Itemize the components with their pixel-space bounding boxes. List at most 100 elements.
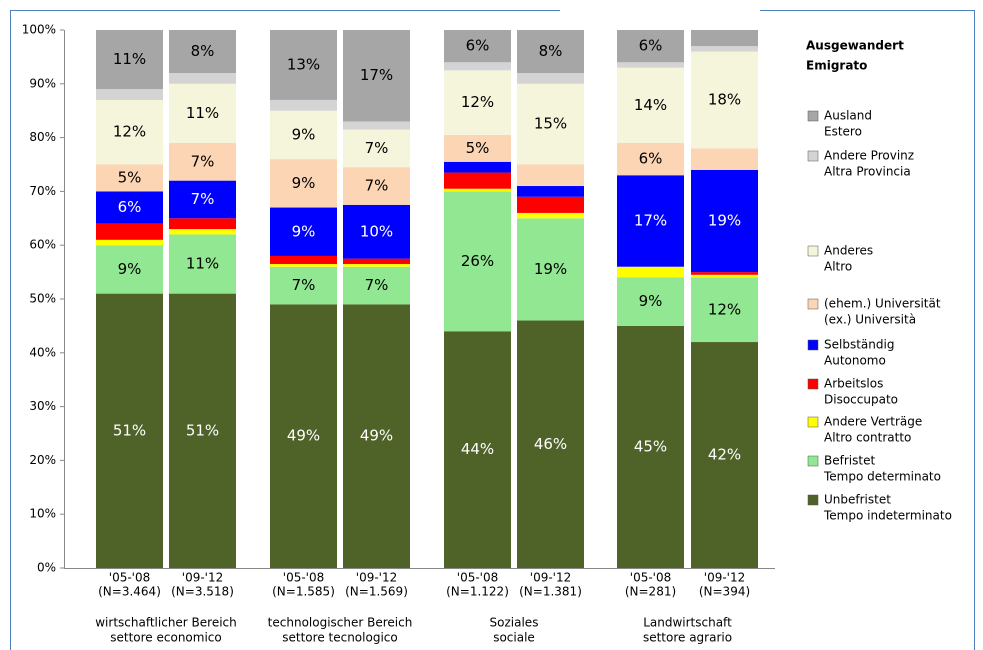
legend-label: Befristet — [824, 454, 875, 468]
bar-segment — [270, 110, 337, 160]
x-tick-label: '05-'08 — [283, 571, 324, 585]
legend-label: Unbefristet — [824, 493, 891, 507]
data-label: 18% — [708, 90, 741, 108]
bar-segment — [96, 30, 163, 90]
group-label: sociale — [493, 631, 535, 645]
bar-segment — [169, 234, 236, 294]
legend-label: Estero — [824, 125, 862, 139]
x-tick-label: (N=1.585) — [272, 585, 335, 599]
legend-swatch — [807, 378, 819, 390]
data-label: 7% — [292, 276, 316, 294]
data-label: 17% — [360, 66, 393, 84]
data-label: 9% — [292, 222, 316, 240]
bar-segment — [691, 30, 758, 47]
bar-segment — [691, 169, 758, 273]
bar-segment — [270, 99, 337, 111]
y-tick-label: 30% — [29, 399, 56, 413]
bar-segment — [270, 266, 337, 305]
data-label: 42% — [708, 446, 741, 464]
x-tick-label: (N=394) — [699, 585, 750, 599]
y-tick-label: 50% — [29, 292, 56, 306]
group-label: wirtschaftlicher Bereich — [95, 616, 237, 630]
data-label: 19% — [534, 260, 567, 278]
bar-segment — [691, 342, 758, 568]
data-label: 51% — [186, 421, 219, 439]
legend-title: Emigrato — [806, 59, 867, 73]
data-label: 45% — [634, 437, 667, 455]
data-label: 26% — [461, 252, 494, 270]
data-label: 7% — [365, 276, 389, 294]
y-tick-label: 60% — [29, 238, 56, 252]
data-label: 11% — [186, 255, 219, 273]
bar-segment — [96, 223, 163, 240]
bar-segment — [169, 218, 236, 230]
y-tick-label: 20% — [29, 453, 56, 467]
y-tick-label: 100% — [22, 23, 56, 37]
bar-segment — [617, 142, 684, 176]
bar-segment — [444, 134, 511, 162]
y-tick-label: 0% — [37, 561, 56, 575]
data-label: 49% — [287, 427, 320, 445]
legend-label: Ausland — [824, 109, 872, 123]
data-label: 7% — [365, 177, 389, 195]
x-tick-label: (N=3.464) — [98, 585, 161, 599]
group-label: technologischer Bereich — [268, 616, 413, 630]
data-label: 15% — [534, 115, 567, 133]
data-label: 11% — [186, 104, 219, 122]
bar-segment — [169, 30, 236, 74]
bar-segment — [96, 191, 163, 224]
legend-label: Anderes — [824, 244, 873, 258]
bar-segment — [343, 167, 410, 205]
bar-segment — [517, 164, 584, 187]
bar-segment — [691, 46, 758, 52]
bar-segment — [96, 245, 163, 294]
bar-segment — [96, 164, 163, 192]
bar-segment — [691, 51, 758, 149]
legend-swatch — [807, 494, 819, 506]
bar-segment — [617, 62, 684, 68]
bar-segment — [444, 70, 511, 135]
x-tick-label: '09-'12 — [704, 571, 745, 585]
data-label: 12% — [708, 300, 741, 318]
data-label: 5% — [118, 168, 142, 186]
bar-segment — [270, 159, 337, 208]
bar-segment — [444, 331, 511, 568]
legend-label: (ex.) Università — [824, 313, 916, 327]
bar-segment — [270, 207, 337, 256]
data-label: 17% — [634, 211, 667, 229]
x-tick-label: (N=3.518) — [171, 585, 234, 599]
bar-segment — [96, 293, 163, 568]
data-label: 7% — [191, 152, 215, 170]
data-label: 6% — [639, 150, 663, 168]
bar-segment — [343, 30, 410, 122]
bar-segment — [270, 255, 337, 265]
bar-segment — [343, 121, 410, 130]
x-tick-label: '05-'08 — [109, 571, 150, 585]
x-tick-label: '09-'12 — [356, 571, 397, 585]
bar-segment — [517, 196, 584, 213]
bar-segment — [169, 73, 236, 84]
bar-segment — [517, 218, 584, 321]
legend-swatch — [807, 455, 819, 467]
bar-segment — [343, 266, 410, 305]
y-tick-label: 90% — [29, 76, 56, 90]
bar-segment — [96, 239, 163, 246]
bar-segment — [270, 30, 337, 100]
data-label: 6% — [118, 198, 142, 216]
data-label: 13% — [287, 55, 320, 73]
legend-label: Tempo determinato — [823, 470, 941, 484]
legend-label: Autonomo — [824, 354, 886, 368]
bar-segment — [343, 258, 410, 265]
x-tick-label: (N=281) — [625, 585, 676, 599]
x-tick-label: '09-'12 — [530, 571, 571, 585]
legend-swatch — [807, 416, 819, 428]
bar-segment — [444, 191, 511, 332]
y-tick-label: 40% — [29, 345, 56, 359]
bar-segment — [169, 142, 236, 181]
data-label: 7% — [191, 190, 215, 208]
legend-label: Altro — [824, 260, 852, 274]
data-label: 12% — [461, 93, 494, 111]
bar-segment — [343, 129, 410, 168]
bar-segment — [444, 161, 511, 173]
